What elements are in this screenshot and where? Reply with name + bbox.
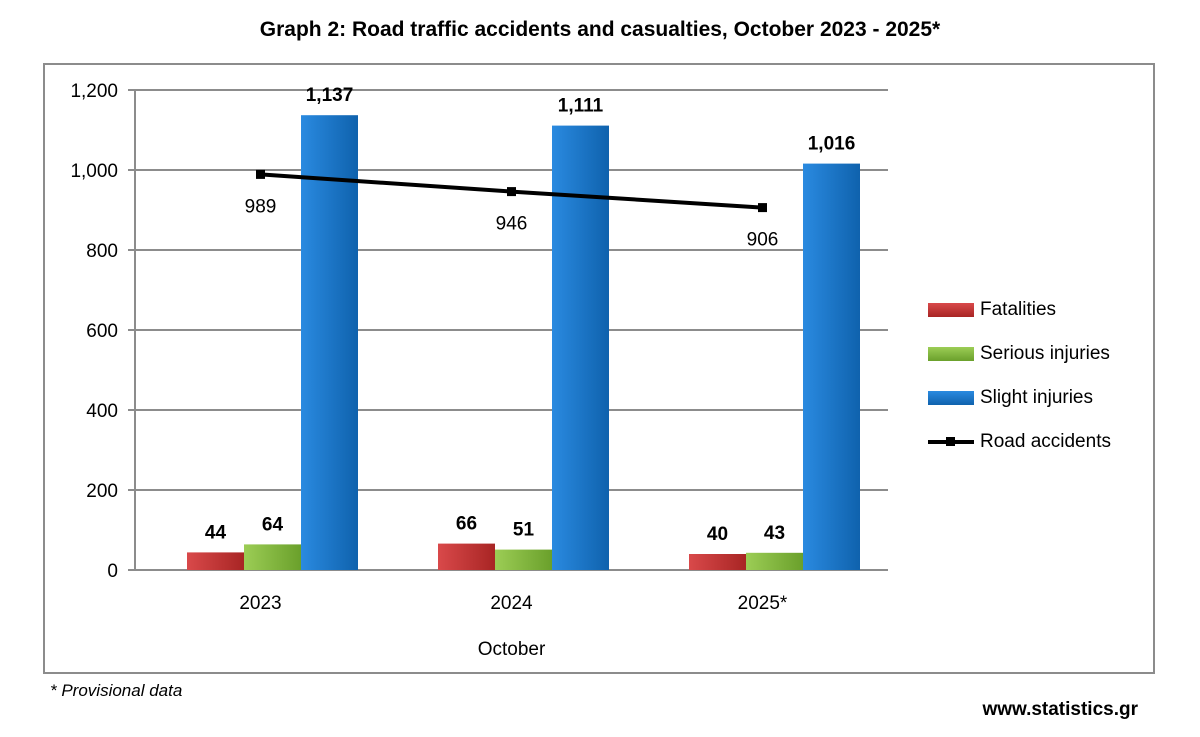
serious-injuries-label: 51: [513, 520, 535, 541]
y-tick-label: 400: [86, 401, 118, 422]
x-tick-label: 2023: [239, 593, 281, 614]
road-accidents-label: 946: [496, 214, 528, 235]
x-axis-title: October: [478, 639, 546, 660]
legend-swatch-slight-injuries: [928, 391, 974, 405]
chart-frame: [43, 63, 1155, 674]
fatalities-bar: [187, 552, 244, 570]
slight-injuries-label: 1,111: [558, 96, 604, 117]
legend-swatch-serious-injuries: [928, 347, 974, 361]
road-accidents-point: [758, 203, 767, 213]
legend-item-serious-injuries: Serious injuries: [928, 332, 1111, 376]
legend-item-road-accidents: Road accidents: [928, 420, 1111, 464]
road-accidents-point: [256, 169, 265, 179]
fatalities-bar: [438, 543, 495, 570]
y-tick-label: 600: [86, 321, 118, 342]
legend-label-fatalities: Fatalities: [980, 299, 1057, 320]
serious-injuries-label: 64: [262, 514, 284, 535]
slight-injuries-label: 1,137: [306, 85, 354, 106]
y-tick-label: 200: [86, 481, 118, 502]
serious-injuries-label: 43: [764, 523, 785, 544]
footnote: * Provisional data: [50, 681, 183, 700]
source-url: www.statistics.gr: [982, 699, 1138, 720]
serious-injuries-bar: [746, 552, 803, 570]
legend-item-fatalities: Fatalities: [928, 288, 1111, 332]
slight-injuries-bar: [803, 163, 860, 570]
fatalities-label: 44: [205, 522, 227, 543]
legend-label-serious-injuries: Serious injuries: [980, 343, 1110, 364]
legend-item-slight-injuries: Slight injuries: [928, 376, 1111, 420]
y-tick-label: 0: [107, 561, 118, 582]
legend-swatch-fatalities: [928, 303, 974, 317]
road-accidents-label: 989: [245, 196, 277, 217]
slight-injuries-bar: [301, 115, 358, 570]
serious-injuries-bar: [244, 544, 301, 570]
x-tick-label: 2024: [490, 593, 533, 614]
fatalities-label: 66: [456, 514, 477, 535]
slight-injuries-label: 1,016: [808, 134, 856, 155]
y-tick-label: 800: [86, 241, 118, 262]
x-tick-label: 2025*: [738, 593, 788, 614]
serious-injuries-bar: [495, 549, 552, 570]
legend: Fatalities Serious injuries Slight injur…: [928, 288, 1111, 464]
road-accidents-point: [507, 187, 516, 197]
fatalities-bar: [689, 554, 746, 570]
legend-label-slight-injuries: Slight injuries: [980, 387, 1093, 408]
slight-injuries-bar: [552, 125, 609, 570]
chart-title: Graph 2: Road traffic accidents and casu…: [259, 18, 941, 41]
y-tick-label: 1,200: [70, 81, 118, 102]
legend-label-road-accidents: Road accidents: [980, 431, 1111, 452]
legend-swatch-road-accidents: [928, 435, 974, 449]
road-accidents-label: 906: [747, 230, 779, 251]
fatalities-label: 40: [707, 524, 728, 545]
y-tick-label: 1,000: [70, 161, 118, 182]
